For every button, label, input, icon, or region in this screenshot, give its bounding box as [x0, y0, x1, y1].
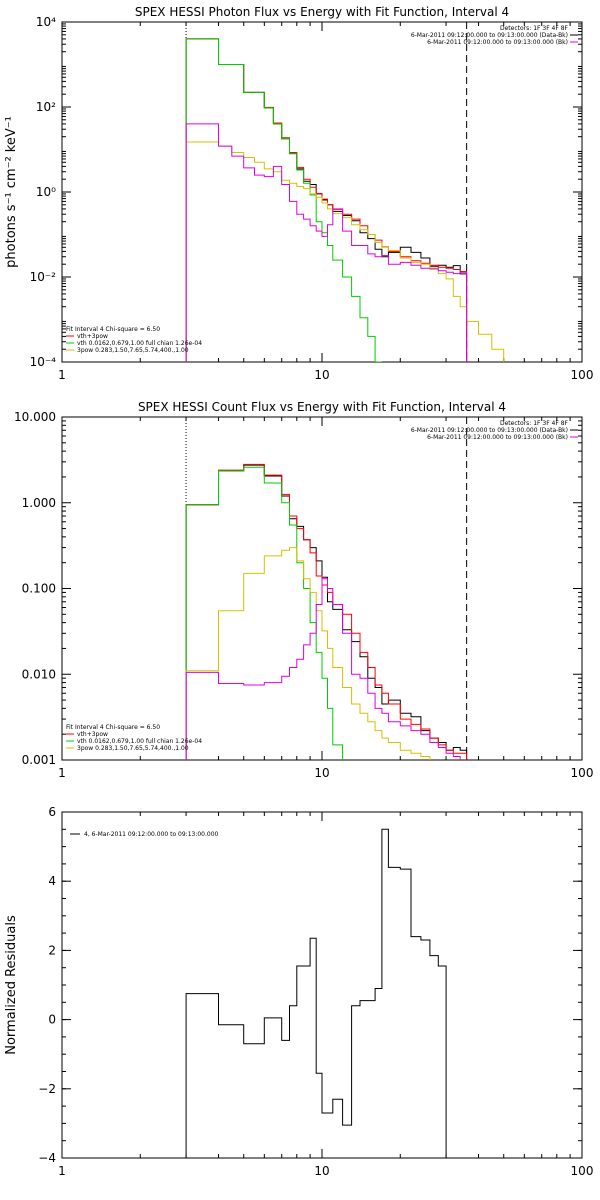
y-tick-label: 6 — [48, 805, 56, 819]
legend-entry: Detectors: 1F 3F 4F 8F — [500, 25, 569, 32]
axes-frame — [61, 21, 583, 363]
series-bk — [185, 578, 461, 760]
series-vth — [185, 466, 344, 760]
series-residuals — [185, 828, 447, 1158]
x-tick-label: 1 — [58, 766, 66, 780]
legend-entry: 6-Mar-2011 09:12:00.000 to 09:13:00.000 … — [411, 427, 568, 434]
y-tick-label: 10.000 — [14, 410, 56, 424]
plot-area — [185, 828, 447, 1158]
series-data-bk — [185, 38, 468, 362]
fit-summary: Fit Interval 4 Chi-square = 6.50 — [66, 326, 160, 333]
x-tick-label: 100 — [571, 766, 594, 780]
x-tick-label: 10 — [314, 368, 329, 382]
y-tick-label: 2 — [48, 943, 56, 957]
plot-area — [185, 463, 468, 760]
legend-entry: Detectors: 1F 3F 4F 8F — [500, 420, 569, 427]
fit-summary: Fit Interval 4 Chi-square = 6.50 — [66, 724, 160, 731]
x-tick-label: 10 — [314, 766, 329, 780]
panel-1: SPEX HESSI Photon Flux vs Energy with Fi… — [4, 5, 593, 382]
x-tick-label: 1 — [58, 368, 66, 382]
legend-entry: vth 0.0162,0.679,1.00 full chian 1.26e-0… — [77, 340, 202, 347]
y-tick-label: 0.010 — [22, 667, 56, 681]
y-axis-label: photons s⁻¹ cm⁻² keV⁻¹ — [4, 116, 19, 268]
series-vth+3pow — [185, 463, 468, 760]
panel-3: 1 10 100 −4 −2 0 2 4 6 Normalized Residuals 4, 6-M… — [4, 805, 593, 1178]
y-tick-label: 0.100 — [22, 582, 56, 596]
x-tick-label: 10 — [314, 1164, 329, 1178]
y-tick-label: 0 — [48, 1013, 56, 1027]
y-tick-label: 4 — [48, 874, 56, 888]
legend-entry: 4, 6-Mar-2011 09:12:00.000 to 09:13:00.0… — [84, 831, 219, 838]
legend-entry: vth+3pow — [77, 333, 108, 340]
y-tick-label: −2 — [38, 1082, 56, 1096]
plot-area — [185, 38, 505, 362]
series-vth+3pow — [185, 38, 468, 362]
series-3pow — [185, 141, 505, 362]
series-3pow — [185, 547, 431, 760]
series-vth — [185, 38, 382, 362]
legend-entry: 6-Mar-2011 09:12:00.000 to 09:13:00.000 … — [427, 434, 568, 441]
series-data-bk — [185, 464, 468, 760]
panel-2: SPEX HESSI Count Flux vs Energy with Fit… — [14, 400, 593, 780]
y-tick-label: 10⁰ — [36, 185, 56, 199]
x-tick-label: 1 — [58, 1164, 66, 1178]
y-tick-label: 10⁻⁴ — [30, 355, 57, 369]
y-tick-label: −4 — [38, 1151, 56, 1165]
x-tick-label: 100 — [571, 368, 594, 382]
x-tick-label: 100 — [571, 1164, 594, 1178]
legend-entry: 3pow 0.283,1.50,7.65,5.74,400.,1.00 — [77, 745, 189, 752]
series-bk — [185, 123, 468, 362]
legend-entry: 6-Mar-2011 09:12:00.000 to 09:13:00.000 … — [411, 32, 568, 39]
chart-title: SPEX HESSI Count Flux vs Energy with Fit… — [138, 400, 506, 414]
y-tick-label: 1.000 — [22, 496, 56, 510]
chart-title: SPEX HESSI Photon Flux vs Energy with Fi… — [135, 5, 509, 19]
y-tick-label: 10² — [36, 100, 56, 114]
y-axis-label: Normalized Residuals — [4, 915, 19, 1055]
legend-entry: 6-Mar-2011 09:12:00.000 to 09:13:00.000 … — [427, 39, 568, 46]
legend-entry: vth+3pow — [77, 731, 108, 738]
legend-entry: vth 0.0162,0.679,1.00 full chian 1.26e-0… — [77, 738, 202, 745]
y-tick-label: 10⁴ — [36, 15, 56, 29]
legend-entry: 3pow 0.283,1.50,7.65,5.74,400.,1.00 — [77, 347, 189, 354]
y-tick-label: 10⁻² — [30, 270, 57, 284]
y-tick-label: 0.001 — [22, 753, 56, 767]
